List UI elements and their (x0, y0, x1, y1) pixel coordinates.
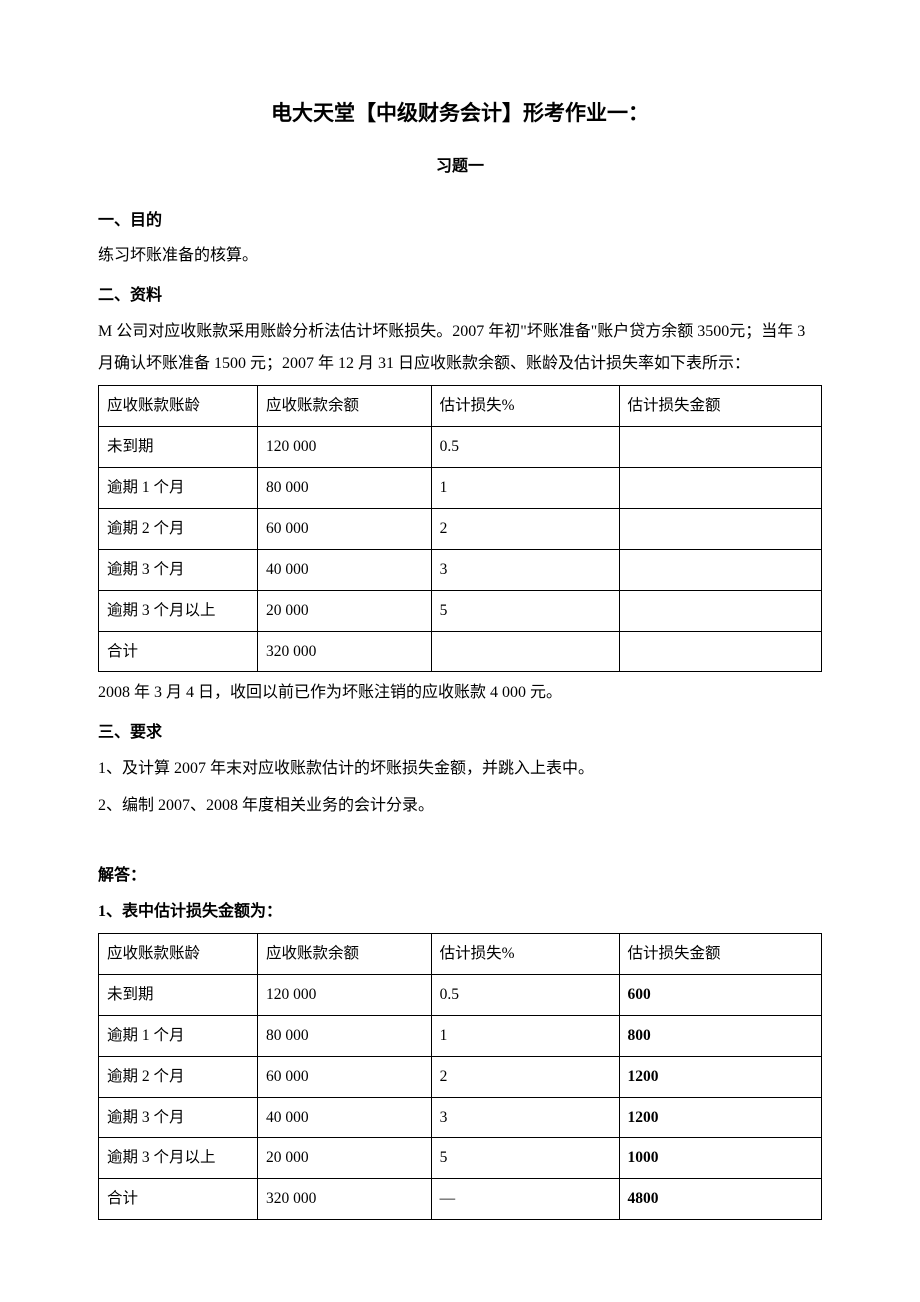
table-cell: 合计 (99, 1179, 258, 1220)
table-row: 应收账款账龄 应收账款余额 估计损失% 估计损失金额 (99, 386, 822, 427)
table-cell (431, 631, 619, 672)
table-cell: 0.5 (431, 427, 619, 468)
section2-para1: M 公司对应收账款采用账龄分析法估计坏账损失。2007 年初"坏账准备"账户贷方… (98, 316, 822, 380)
table-cell: 1 (431, 467, 619, 508)
table-cell: 3 (431, 549, 619, 590)
table-cell: — (431, 1179, 619, 1220)
table-cell: 1000 (619, 1138, 821, 1179)
section2-header: 二、资料 (98, 282, 822, 311)
table-cell: 80 000 (258, 467, 432, 508)
table1: 应收账款账龄 应收账款余额 估计损失% 估计损失金额 未到期 120 000 0… (98, 385, 822, 672)
table-cell: 4800 (619, 1179, 821, 1220)
table-cell (619, 590, 821, 631)
table-row: 逾期 1 个月 80 000 1 800 (99, 1015, 822, 1056)
answer-sub1: 1、表中估计损失金额为： (98, 896, 822, 928)
table-cell: 逾期 2 个月 (99, 508, 258, 549)
section1-header: 一、目的 (98, 207, 822, 236)
table-cell: 2 (431, 508, 619, 549)
table-cell: 5 (431, 590, 619, 631)
table-row: 逾期 3 个月 40 000 3 1200 (99, 1097, 822, 1138)
page-subtitle: 习题一 (98, 153, 822, 182)
table-cell: 逾期 3 个月 (99, 1097, 258, 1138)
table-cell: 1 (431, 1015, 619, 1056)
table-cell: 未到期 (99, 974, 258, 1015)
table-cell: 应收账款余额 (258, 934, 432, 975)
table-row: 未到期 120 000 0.5 600 (99, 974, 822, 1015)
table-cell (619, 631, 821, 672)
table-cell: 合计 (99, 631, 258, 672)
section3-header: 三、要求 (98, 719, 822, 748)
table-cell: 40 000 (258, 549, 432, 590)
table-cell: 3 (431, 1097, 619, 1138)
table-cell: 800 (619, 1015, 821, 1056)
table-cell: 逾期 1 个月 (99, 467, 258, 508)
table-cell: 120 000 (258, 974, 432, 1015)
table-cell: 5 (431, 1138, 619, 1179)
table-cell: 80 000 (258, 1015, 432, 1056)
table-cell: 逾期 3 个月以上 (99, 1138, 258, 1179)
table-cell: 600 (619, 974, 821, 1015)
table-cell: 20 000 (258, 590, 432, 631)
answer-header: 解答： (98, 862, 822, 891)
table2: 应收账款账龄 应收账款余额 估计损失% 估计损失金额 未到期 120 000 0… (98, 933, 822, 1220)
table-cell: 应收账款余额 (258, 386, 432, 427)
table-cell: 逾期 1 个月 (99, 1015, 258, 1056)
table-cell: 未到期 (99, 427, 258, 468)
table-cell: 逾期 3 个月以上 (99, 590, 258, 631)
table-cell: 40 000 (258, 1097, 432, 1138)
table-cell: 应收账款账龄 (99, 934, 258, 975)
section3-item1: 1、及计算 2007 年末对应收账款估计的坏账损失金额，并跳入上表中。 (98, 753, 822, 785)
table-cell: 120 000 (258, 427, 432, 468)
section1-text: 练习坏账准备的核算。 (98, 240, 822, 272)
table-cell: 估计损失% (431, 934, 619, 975)
table-cell: 逾期 2 个月 (99, 1056, 258, 1097)
table-cell: 60 000 (258, 508, 432, 549)
table-cell: 逾期 3 个月 (99, 549, 258, 590)
table-row: 合计 320 000 (99, 631, 822, 672)
table-row: 逾期 3 个月以上 20 000 5 (99, 590, 822, 631)
table-cell: 0.5 (431, 974, 619, 1015)
table-row: 逾期 1 个月 80 000 1 (99, 467, 822, 508)
table-cell: 估计损失金额 (619, 386, 821, 427)
table-cell: 20 000 (258, 1138, 432, 1179)
table-cell: 1200 (619, 1097, 821, 1138)
table-cell (619, 549, 821, 590)
table-cell (619, 508, 821, 549)
table-cell: 应收账款账龄 (99, 386, 258, 427)
section2-para2: 2008 年 3 月 4 日，收回以前已作为坏账注销的应收账款 4 000 元。 (98, 677, 822, 709)
table-cell (619, 427, 821, 468)
table-cell: 估计损失金额 (619, 934, 821, 975)
table-row: 合计 320 000 — 4800 (99, 1179, 822, 1220)
table-row: 逾期 2 个月 60 000 2 1200 (99, 1056, 822, 1097)
table-row: 逾期 3 个月 40 000 3 (99, 549, 822, 590)
table-cell: 60 000 (258, 1056, 432, 1097)
table-cell: 320 000 (258, 631, 432, 672)
table-row: 逾期 3 个月以上 20 000 5 1000 (99, 1138, 822, 1179)
table-row: 应收账款账龄 应收账款余额 估计损失% 估计损失金额 (99, 934, 822, 975)
table-row: 未到期 120 000 0.5 (99, 427, 822, 468)
page-title: 电大天堂【中级财务会计】形考作业一： (98, 95, 822, 133)
table-cell: 1200 (619, 1056, 821, 1097)
table-cell: 2 (431, 1056, 619, 1097)
table-row: 逾期 2 个月 60 000 2 (99, 508, 822, 549)
table-cell (619, 467, 821, 508)
table-cell: 320 000 (258, 1179, 432, 1220)
section3-item2: 2、编制 2007、2008 年度相关业务的会计分录。 (98, 790, 822, 822)
table-cell: 估计损失% (431, 386, 619, 427)
